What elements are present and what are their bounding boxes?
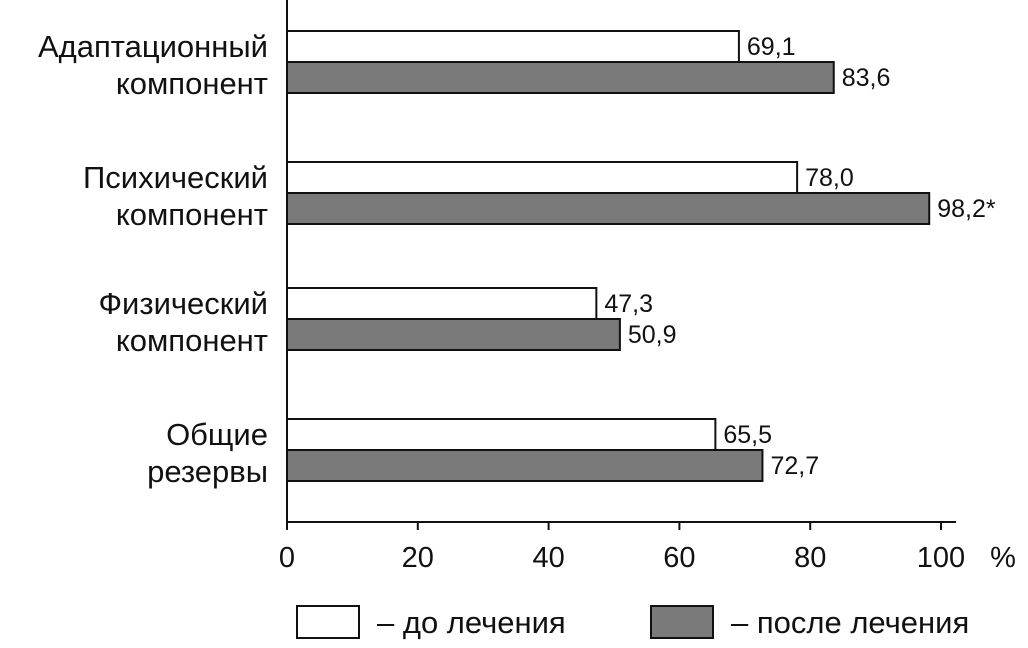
x-tick-label: 0 xyxy=(279,542,295,574)
x-tick-label: 20 xyxy=(402,542,434,574)
bar xyxy=(286,161,799,194)
bar xyxy=(286,192,931,225)
data-label: 78,0 xyxy=(805,164,854,192)
data-label: 83,6 xyxy=(842,64,891,92)
category-label: компонент xyxy=(116,323,268,358)
data-label: 47,3 xyxy=(604,290,653,318)
legend-label: – после лечения xyxy=(731,605,969,640)
x-tick-label: 60 xyxy=(663,542,695,574)
data-label: 69,1 xyxy=(747,33,796,61)
data-label: 65,5 xyxy=(723,421,772,449)
category-label: компонент xyxy=(116,197,268,232)
category-label: Общие xyxy=(166,417,268,452)
bar xyxy=(286,318,621,351)
bar xyxy=(286,61,835,94)
data-label: 98,2* xyxy=(937,195,996,223)
legend-swatch xyxy=(296,605,360,639)
category-label: Психический xyxy=(83,160,268,195)
category-label: Физический xyxy=(98,286,268,321)
data-label: 72,7 xyxy=(770,452,819,480)
x-tick-label: 40 xyxy=(532,542,564,574)
data-label: 50,9 xyxy=(628,321,677,349)
bar xyxy=(286,418,717,451)
bar xyxy=(286,287,598,320)
category-label: Адаптационный xyxy=(38,29,268,64)
bar xyxy=(286,30,740,63)
bar xyxy=(286,449,764,482)
category-label: резервы xyxy=(147,454,268,489)
x-tick-label: 100 xyxy=(917,542,965,574)
x-tick-label: 80 xyxy=(794,542,826,574)
legend-swatch xyxy=(650,605,714,639)
legend-label: – до лечения xyxy=(377,605,566,640)
category-label: компонент xyxy=(116,66,268,101)
x-unit-label: % xyxy=(990,542,1016,574)
